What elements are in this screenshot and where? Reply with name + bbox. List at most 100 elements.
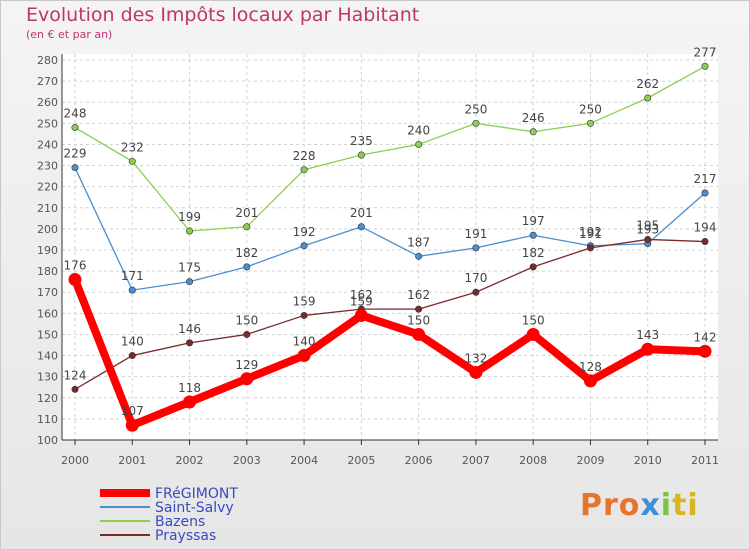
data-point	[529, 231, 537, 239]
y-tick-label: 110	[37, 413, 58, 426]
data-point	[469, 365, 483, 379]
data-point	[243, 330, 251, 338]
y-tick-label: 250	[37, 117, 58, 130]
data-label: 277	[694, 45, 717, 59]
series-line-0	[71, 275, 709, 430]
data-point	[128, 352, 136, 360]
y-tick-label: 100	[37, 434, 58, 447]
data-point	[701, 189, 709, 197]
data-label: 201	[235, 206, 258, 220]
data-label: 199	[178, 210, 201, 224]
x-tick-label: 2002	[176, 454, 204, 467]
y-tick-label: 180	[37, 265, 58, 278]
data-label: 191	[464, 227, 487, 241]
axes: 100 110 120 130 140 150 160 170 180 190 200 210 220 2…	[37, 54, 719, 467]
data-point	[472, 119, 480, 127]
data-point	[128, 157, 136, 165]
y-tick-label: 160	[37, 307, 58, 320]
chart-subtitle: (en € et par an)	[26, 28, 113, 41]
data-label: 159	[350, 294, 373, 308]
data-point	[71, 164, 79, 172]
y-tick-label: 220	[37, 181, 58, 194]
y-tick-label: 240	[37, 138, 58, 151]
y-tick-label: 260	[37, 96, 58, 109]
data-point	[415, 140, 423, 148]
data-label: 162	[350, 288, 373, 302]
data-point	[412, 327, 426, 341]
data-label: 192	[579, 225, 602, 239]
data-label: 132	[464, 351, 487, 365]
series	[68, 62, 712, 432]
x-tick-label: 2006	[405, 454, 433, 467]
x-tick-label: 2005	[347, 454, 375, 467]
plot-area	[62, 54, 718, 440]
data-labels: 248 232 199 201 228 235 240 250 246 250 262 277 229 1…	[64, 45, 717, 418]
data-label: 235	[350, 134, 373, 148]
data-point	[357, 151, 365, 159]
x-tick-label: 2003	[233, 454, 261, 467]
series-line-3	[74, 238, 706, 390]
x-tick-label: 2010	[634, 454, 662, 467]
data-point	[300, 166, 308, 174]
data-label: 146	[178, 322, 201, 336]
data-label: 191	[579, 227, 602, 241]
data-label: 192	[293, 225, 316, 239]
data-point	[243, 263, 251, 271]
legend-label: FRéGIMONT	[155, 486, 238, 502]
data-point	[644, 94, 652, 102]
y-tick-label: 120	[37, 392, 58, 405]
data-point	[183, 395, 197, 409]
y-tick-label: 170	[37, 286, 58, 299]
y-tick-label: 200	[37, 223, 58, 236]
data-point	[68, 273, 82, 287]
y-tick-label: 140	[37, 350, 58, 363]
data-point	[644, 235, 652, 243]
data-label: 142	[694, 330, 717, 344]
data-label: 159	[293, 294, 316, 308]
data-point	[586, 119, 594, 127]
data-point	[586, 244, 594, 252]
data-label: 150	[235, 313, 258, 327]
data-label: 194	[694, 221, 717, 235]
data-label: 182	[235, 246, 258, 260]
x-tick-label: 2007	[462, 454, 490, 467]
data-point	[71, 385, 79, 393]
data-point	[71, 124, 79, 132]
series-line-2	[74, 65, 706, 232]
data-label: 187	[407, 235, 430, 249]
data-point	[186, 227, 194, 235]
data-label: 162	[407, 288, 430, 302]
x-tick-label: 2011	[691, 454, 719, 467]
data-label: 246	[522, 111, 545, 125]
data-label: 229	[64, 147, 87, 161]
data-label: 140	[121, 335, 144, 349]
chart-title: Evolution des Impôts locaux par Habitant	[26, 4, 420, 26]
data-label: 193	[636, 223, 659, 237]
data-label: 228	[293, 149, 316, 163]
data-label: 143	[636, 328, 659, 342]
data-label: 262	[636, 77, 659, 91]
y-tick-label: 150	[37, 328, 58, 341]
data-point	[300, 311, 308, 319]
data-label: 248	[64, 107, 87, 121]
data-point	[354, 308, 368, 322]
legend-label: Bazens	[155, 514, 205, 530]
data-point	[641, 342, 655, 356]
data-point	[240, 372, 254, 386]
y-tick-label: 190	[37, 244, 58, 257]
data-label: 217	[694, 172, 717, 186]
data-point	[529, 128, 537, 136]
data-point	[415, 305, 423, 313]
data-point	[357, 223, 365, 231]
x-tick-label: 2008	[519, 454, 547, 467]
data-label: 195	[636, 218, 659, 232]
data-point	[583, 374, 597, 388]
proxiti-logo: Proxiti	[580, 488, 699, 523]
series-line-1	[74, 167, 706, 291]
data-label: 171	[121, 269, 144, 283]
data-point	[186, 339, 194, 347]
y-tick-label: 130	[37, 371, 58, 384]
grid	[62, 54, 718, 441]
